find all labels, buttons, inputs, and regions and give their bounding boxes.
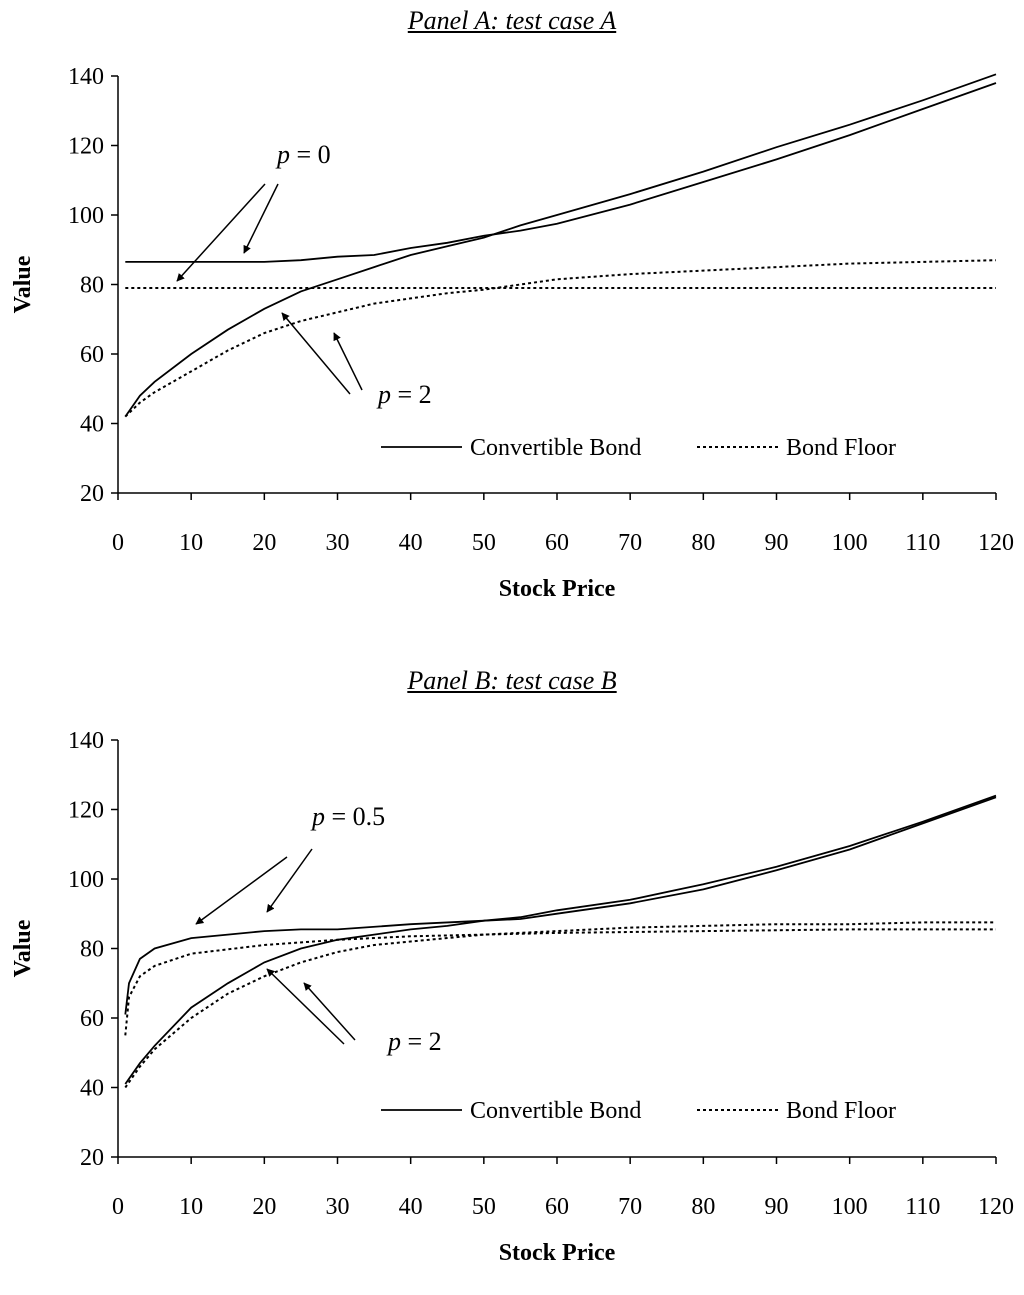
annotation-label: p = 2: [376, 380, 432, 409]
panel-b: Panel B: test case B 20 40 60 80 100 120 140 0 1…: [0, 663, 1024, 1295]
annotation-arrow: [281, 312, 351, 395]
x-tick-label: 20: [252, 530, 276, 556]
annotation-var: p: [386, 1027, 401, 1056]
annotation-var: p: [376, 380, 391, 409]
annotation-arrow: [333, 332, 363, 391]
series-line-0: [125, 82, 997, 263]
legend-label-convertible-bond: Convertible Bond: [470, 1098, 641, 1124]
y-tick-label: 120: [68, 798, 104, 824]
annotation-arrow: [243, 183, 279, 254]
chart-a: 20 40 60 80 100 120 140 0 10 20 30 40 50 60 70 80 90 100 1…: [10, 64, 1014, 602]
x-tick-label: 120: [978, 1194, 1014, 1220]
x-tick-label: 120: [978, 530, 1014, 556]
x-axis-title: Stock Price: [499, 576, 616, 602]
x-tick-label: 20: [252, 1194, 276, 1220]
x-tick-label: 60: [545, 1194, 569, 1220]
x-tick-label: 80: [691, 530, 715, 556]
x-tick-label: 80: [691, 1194, 715, 1220]
y-tick-label: 140: [68, 728, 104, 754]
y-tick-label: 40: [80, 1076, 104, 1102]
x-tick-label: 70: [618, 530, 642, 556]
annotation-text: = 0.5: [325, 802, 385, 831]
x-tick-label: 10: [179, 530, 203, 556]
y-tick-label: 20: [80, 1145, 104, 1171]
x-tick-label: 110: [905, 1194, 940, 1220]
annotation-text: = 2: [391, 380, 432, 409]
x-tick-label: 0: [112, 530, 124, 556]
panel-a-title: Panel A: test case A: [407, 6, 617, 35]
x-tick-label: 60: [545, 530, 569, 556]
x-tick-label: 30: [326, 1194, 350, 1220]
y-tick-label: 80: [80, 273, 104, 299]
y-axis-title: Value: [10, 255, 36, 313]
x-tick-label: 50: [472, 1194, 496, 1220]
y-tick-label: 100: [68, 867, 104, 893]
y-tick-label: 60: [80, 1006, 104, 1032]
x-tick-label: 90: [765, 530, 789, 556]
y-tick-label: 140: [68, 64, 104, 90]
series-line-3: [124, 259, 997, 418]
series-line-0: [124, 794, 997, 1015]
y-tick-label: 20: [80, 481, 104, 507]
annotation-text: = 2: [401, 1027, 442, 1056]
series-line-3: [124, 921, 996, 1089]
annotation-var: p: [310, 802, 325, 831]
x-tick-label: 90: [765, 1194, 789, 1220]
x-tick-label: 40: [399, 530, 423, 556]
x-tick-label: 50: [472, 530, 496, 556]
y-tick-label: 80: [80, 937, 104, 963]
x-tick-label: 100: [832, 530, 868, 556]
y-tick-label: 60: [80, 342, 104, 368]
x-axis-title: Stock Price: [499, 1240, 616, 1266]
y-tick-label: 100: [68, 203, 104, 229]
annotation-arrow: [266, 848, 313, 913]
x-tick-label: 110: [905, 530, 940, 556]
x-tick-label: 0: [112, 1194, 124, 1220]
series-line-2: [124, 928, 996, 1036]
series-line-1: [124, 796, 997, 1085]
legend-label-convertible-bond: Convertible Bond: [470, 435, 641, 461]
annotation-arrow: [266, 968, 345, 1045]
legend-label-bond-floor: Bond Floor: [786, 435, 896, 461]
annotation-text: = 0: [290, 140, 331, 169]
panel-a: Panel A: test case A 20 40 60 80 100 120 140 0 1…: [0, 0, 1024, 632]
y-axis-title: Value: [10, 919, 36, 977]
annotation-arrow: [303, 982, 356, 1041]
x-tick-label: 70: [618, 1194, 642, 1220]
legend-label-bond-floor: Bond Floor: [786, 1098, 896, 1124]
annotation-label: p = 0.5: [310, 802, 385, 831]
annotation-var: p: [275, 140, 290, 169]
x-tick-label: 10: [179, 1194, 203, 1220]
x-tick-label: 30: [326, 530, 350, 556]
y-tick-label: 120: [68, 134, 104, 160]
panel-b-title: Panel B: test case B: [407, 666, 617, 695]
x-tick-label: 100: [832, 1194, 868, 1220]
chart-b: 20 40 60 80 100 120 140 0 10 20 30 40 50 60 70 80 90 100 1…: [10, 728, 1014, 1266]
y-tick-label: 40: [80, 412, 104, 438]
x-tick-label: 40: [399, 1194, 423, 1220]
annotation-label: p = 2: [386, 1027, 442, 1056]
annotation-arrow: [176, 183, 266, 282]
annotation-label: p = 0: [275, 140, 331, 169]
series-line-1: [124, 73, 997, 418]
annotation-arrow: [195, 856, 288, 925]
